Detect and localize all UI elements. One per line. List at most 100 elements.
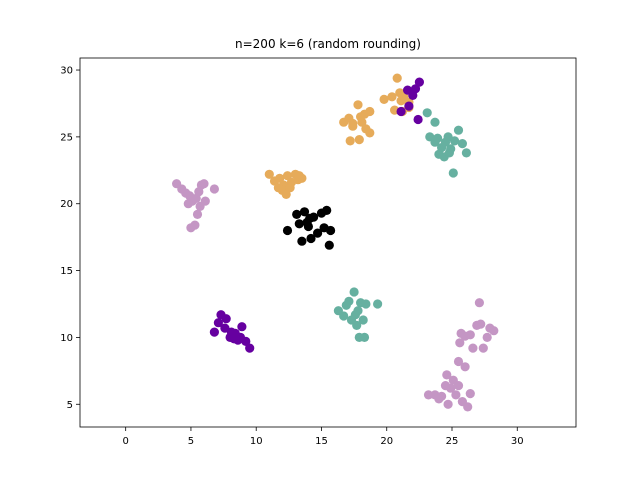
scatter-point-s2-15 [305, 213, 315, 223]
scatter-point-s4-32 [465, 330, 475, 340]
scatter-point-s1-10 [241, 336, 251, 346]
scatter-point-s3-25 [453, 125, 464, 135]
scatter-point-s2-7 [306, 233, 316, 244]
scatter-point-s0-13 [294, 171, 304, 181]
scatter-point-s1-0 [209, 327, 219, 337]
scatter-point-s4-20 [442, 370, 452, 380]
scatter-point-s1-18 [414, 77, 424, 87]
data-points [172, 73, 499, 412]
scatter-point-s1-1 [213, 318, 223, 328]
y-tick-label: 15 [60, 266, 73, 277]
scatter-point-s0-11 [273, 183, 283, 193]
scatter-point-s4-35 [476, 319, 486, 329]
scatter-point-s3-9 [358, 315, 368, 325]
scatter-point-s2-4 [299, 207, 310, 217]
x-tick-label: 15 [315, 436, 328, 447]
scatter-point-s1-17 [413, 114, 423, 125]
scatter-point-s3-14 [373, 299, 383, 309]
scatter-point-s3-30 [433, 133, 443, 143]
x-tick-label: 5 [188, 436, 194, 447]
scatter-point-s3-24 [450, 136, 460, 146]
scatter-point-s1-15 [404, 101, 414, 111]
scatter-point-s3-27 [461, 148, 471, 158]
scatter-point-s0-28 [387, 92, 397, 102]
scatter-point-s1-12 [220, 323, 230, 333]
scatter-point-s3-31 [444, 148, 454, 158]
scatter-point-s3-15 [422, 108, 432, 118]
chart-title: n=200 k=6 (random rounding) [235, 37, 421, 51]
scatter-point-s0-0 [264, 169, 274, 179]
scatter-point-s0-25 [348, 118, 358, 129]
scatter-point-s0-12 [285, 183, 295, 193]
scatter-point-s4-30 [455, 338, 465, 348]
scatter-point-s4-28 [453, 356, 464, 367]
scatter-point-s4-10 [195, 201, 205, 211]
y-tick-label: 10 [60, 333, 73, 344]
scatter-point-s2-3 [297, 236, 307, 246]
scatter-point-s3-1 [339, 311, 349, 321]
scatter-point-s4-11 [192, 209, 203, 219]
scatter-point-s4-16 [423, 390, 434, 400]
scatter-point-s0-29 [392, 73, 402, 83]
scatter-point-s1-20 [410, 84, 421, 94]
y-tick-label: 30 [60, 66, 73, 77]
scatter-point-s3-26 [457, 139, 467, 149]
scatter-point-s1-9 [237, 322, 247, 332]
scatter-point-s4-43 [434, 394, 444, 404]
scatter-point-s2-1 [292, 209, 302, 219]
scatter-point-s3-13 [359, 332, 370, 342]
scatter-point-s4-42 [448, 375, 458, 385]
plot-frame [79, 57, 577, 428]
scatter-point-s4-21 [446, 383, 456, 393]
scatter-point-s0-4 [282, 171, 293, 181]
scatter-point-s0-21 [345, 136, 355, 146]
scatter-point-s4-33 [468, 343, 478, 353]
scatter-point-s2-2 [294, 219, 304, 229]
x-tick-label: 30 [511, 436, 524, 447]
scatter-point-s4-41 [456, 328, 466, 338]
y-tick-label: 20 [60, 199, 73, 210]
scatter-point-s0-17 [353, 100, 363, 110]
scatter-point-s4-15 [183, 199, 193, 209]
y-axis: 5 10 15 20 25 30 [60, 66, 80, 411]
scatter-point-s2-9 [313, 228, 323, 238]
x-axis: 0 5 10 15 20 25 30 [122, 427, 524, 447]
scatter-point-s2-6 [303, 221, 313, 232]
scatter-point-s2-0 [282, 225, 293, 236]
scatter-point-s0-24 [365, 128, 375, 138]
scatter-point-s2-14 [324, 240, 334, 250]
x-tick-label: 20 [380, 436, 393, 447]
x-tick-label: 10 [250, 436, 263, 447]
scatter-point-s2-13 [326, 225, 336, 236]
scatter-point-s3-10 [352, 320, 362, 330]
scatter-point-s4-23 [451, 390, 461, 400]
scatter-point-s4-27 [465, 389, 475, 399]
scatter-point-s3-16 [430, 117, 440, 127]
scatter-point-s3-7 [353, 306, 363, 316]
scatter-point-s3-3 [344, 296, 354, 306]
y-tick-label: 5 [67, 400, 73, 411]
scatter-point-s4-36 [478, 343, 488, 353]
scatter-point-s3-5 [349, 287, 359, 297]
scatter-point-s4-39 [489, 326, 499, 336]
scatter-point-s1-3 [221, 314, 231, 324]
scatter-point-s0-26 [356, 112, 366, 122]
scatter-point-s0-36 [395, 88, 405, 98]
scatter-point-s1-11 [245, 343, 255, 353]
scatter-point-s4-8 [199, 179, 209, 189]
scatter-point-s4-22 [443, 399, 453, 409]
scatter-point-s1-13 [229, 334, 239, 344]
scatter-point-s0-2 [275, 173, 285, 183]
y-tick-label: 25 [60, 132, 73, 143]
scatter-point-s3-28 [448, 168, 458, 178]
scatter-point-s4-40 [474, 298, 484, 308]
scatter-point-s2-12 [322, 205, 332, 215]
scatter-point-s1-14 [396, 106, 406, 117]
scatter-point-s0-22 [354, 135, 364, 145]
scatter-point-s3-11 [361, 299, 371, 309]
scatter-point-s4-37 [482, 332, 492, 342]
scatter-point-s4-29 [460, 362, 470, 372]
scatter-point-s0-10 [281, 189, 291, 199]
